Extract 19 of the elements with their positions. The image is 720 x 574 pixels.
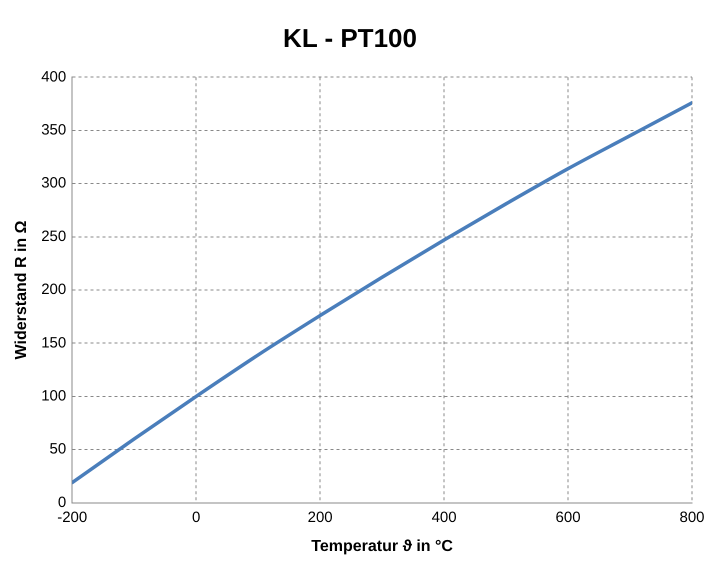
y-tick-label: 350 — [41, 122, 66, 139]
y-tick-label: 150 — [41, 334, 66, 352]
y-tick-label: 300 — [41, 174, 66, 192]
x-tick-label: 400 — [432, 508, 457, 526]
y-tick-label: 400 — [41, 68, 66, 86]
chart-title: KL - PT100 — [283, 22, 417, 53]
y-axis-title: Widerstand R in Ω — [13, 220, 30, 360]
line-series — [72, 100, 692, 484]
y-tick-label: 200 — [41, 281, 66, 298]
y-tick-label: 250 — [41, 228, 66, 245]
x-tick-label: 200 — [308, 508, 333, 526]
y-tick-label: 50 — [50, 440, 66, 458]
x-tick-label: -200 — [57, 508, 88, 526]
y-tick-label: 100 — [41, 388, 66, 405]
x-axis-title: Temperatur ϑ in °C — [311, 538, 454, 555]
x-tick-label: 0 — [192, 508, 200, 526]
x-tick-label: 600 — [556, 508, 581, 526]
y-tick-label: 0 — [58, 494, 66, 511]
x-tick-label: 800 — [679, 508, 705, 526]
